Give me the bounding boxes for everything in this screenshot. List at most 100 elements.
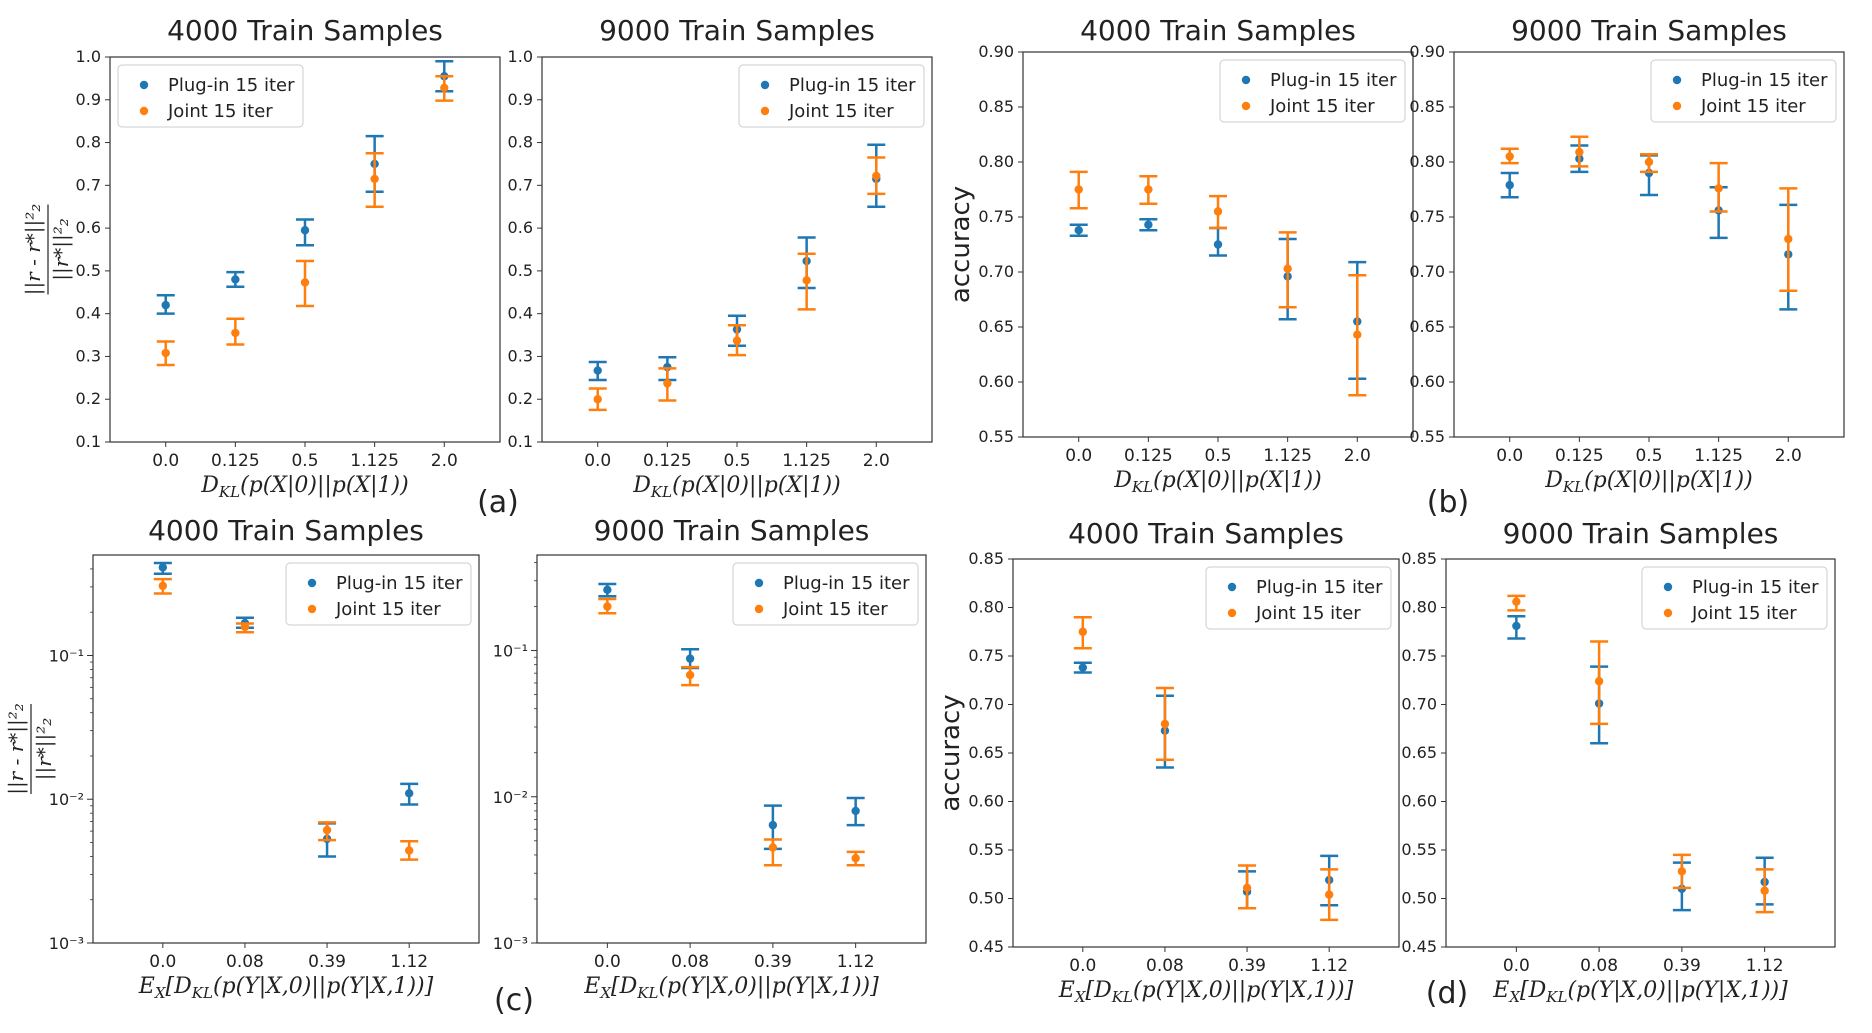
legend-label: Plug-in 15 iter [783, 573, 910, 594]
x-tick-label: 0.08 [226, 952, 264, 972]
data-point [1677, 867, 1687, 876]
panel-letter-b: (b) [1427, 485, 1469, 520]
series-joint [598, 597, 865, 867]
series-plugin [598, 582, 865, 851]
legend: Plug-in 15 iter Joint 15 iter [1650, 59, 1837, 123]
series-joint [156, 75, 454, 367]
chart-title: 9000 Train Samples [594, 514, 870, 547]
chart-c1: 4000 Train Samples 10⁻¹ 10⁻² 10⁻³ 0.0 0.08 0.3… [4, 514, 480, 1002]
x-tick-label: 2.0 [1344, 446, 1371, 466]
y-tick-label: 0.75 [1409, 207, 1445, 226]
legend: Plug-in 15 iter Joint 15 iter [117, 64, 304, 128]
legend-marker [1227, 608, 1237, 618]
y-tick-label: 10⁻¹ [493, 642, 528, 661]
y-tick-label: 0.60 [1401, 792, 1437, 811]
y-tick-label: 0.75 [1401, 646, 1437, 665]
legend-box [738, 64, 925, 128]
legend-label: Joint 15 iter [782, 599, 888, 620]
data-point [1644, 157, 1654, 167]
legend: Plug-in 15 iter Joint 15 iter [1641, 566, 1828, 630]
y-tick-label: 0.50 [968, 889, 1004, 908]
x-tick-label: 1.125 [1263, 446, 1312, 466]
legend-marker [1227, 582, 1237, 592]
y-tick-label: 0.65 [1401, 743, 1437, 762]
legend-label: Joint 15 iter [1255, 603, 1361, 624]
y-axis-label-numerator: ||r - r*||²₂ [21, 204, 46, 296]
y-tick-label: 0.1 [508, 432, 533, 451]
y-tick-label: 0.5 [76, 261, 101, 280]
y-tick-label: 0.80 [968, 598, 1004, 617]
x-tick-label: 0.125 [1124, 446, 1173, 466]
y-tick-label: 0.4 [508, 304, 533, 323]
y-tick-label: 0.90 [978, 42, 1014, 61]
data-point [1213, 240, 1223, 249]
x-tick-label: 0.0 [152, 451, 179, 471]
y-axis-label-denominator: ||r*||²₂ [49, 218, 74, 281]
series-plugin [1073, 661, 1339, 910]
y-tick-label: 0.7 [508, 175, 533, 194]
y-tick-label: 0.85 [1409, 97, 1445, 116]
x-axis-label: DKL(p(X|0)||p(X|1)) [1544, 468, 1752, 496]
legend: Plug-in 15 iter Joint 15 iter [732, 562, 919, 626]
legend: Plug-in 15 iter Joint 15 iter [1219, 59, 1406, 123]
data-point [1242, 883, 1252, 893]
x-axis-label: EX[DKL(p(Y|X,0)||p(Y|X,1))] [1058, 978, 1354, 1006]
data-point [1575, 147, 1584, 157]
data-point [1784, 234, 1793, 244]
x-tick-label: 0.0 [594, 952, 621, 972]
data-point [1760, 886, 1769, 895]
legend-marker [1241, 75, 1251, 85]
y-tick-label: 0.9 [76, 90, 101, 109]
data-point [404, 846, 414, 855]
legend-label: Plug-in 15 iter [1692, 577, 1819, 598]
x-tick-label: 0.5 [1204, 446, 1231, 466]
chart-title: 4000 Train Samples [148, 514, 424, 547]
chart-title: 9000 Train Samples [1503, 517, 1779, 550]
plot-frame [536, 554, 927, 944]
y-tick-label: 0.3 [76, 346, 101, 365]
x-tick-label: 0.39 [754, 952, 792, 972]
panel-letter-d: (d) [1426, 976, 1468, 1011]
y-tick-label: 1.0 [76, 47, 101, 66]
legend-box [1205, 566, 1392, 630]
data-point [685, 670, 695, 680]
data-point [802, 276, 811, 285]
series-plugin [1069, 217, 1367, 380]
legend-label: Joint 15 iter [788, 101, 894, 122]
x-tick-label: 0.125 [643, 451, 692, 471]
y-tick-label: 10⁻¹ [49, 646, 84, 665]
chart-b2: 9000 Train Samples 0.55 0.60 0.65 0.70 0.75 0.… [1409, 14, 1845, 496]
legend-marker [754, 604, 764, 614]
x-tick-label: 1.12 [1310, 956, 1348, 976]
y-tick-label: 10⁻³ [493, 934, 528, 953]
legend-label: Plug-in 15 iter [1701, 70, 1828, 91]
x-tick-label: 1.125 [350, 451, 399, 471]
legend-label: Plug-in 15 iter [168, 75, 295, 96]
x-tick-label: 0.5 [723, 451, 750, 471]
x-tick-label: 0.08 [1580, 956, 1618, 976]
x-axis-label: EX[DKL(p(Y|X,0)||p(Y|X,1))] [1492, 978, 1788, 1006]
x-tick-label: 1.12 [1746, 956, 1784, 976]
series-joint [1069, 170, 1367, 397]
y-tick-label: 0.3 [508, 346, 533, 365]
legend-label: Plug-in 15 iter [1256, 577, 1383, 598]
x-tick-label: 2.0 [863, 451, 890, 471]
data-point [1078, 627, 1088, 636]
y-tick-label: 0.80 [978, 152, 1014, 171]
data-point [231, 275, 240, 284]
data-point [440, 83, 449, 93]
chart-title: 4000 Train Samples [1080, 14, 1356, 47]
x-axis-label: DKL(p(X|0)||p(X|1)) [200, 473, 408, 501]
legend-marker [1241, 101, 1251, 111]
y-axis-label-denominator: ||r*||²₂ [32, 718, 57, 781]
data-point [158, 581, 168, 591]
data-point [732, 336, 742, 345]
data-point [161, 300, 170, 310]
data-point [603, 585, 612, 595]
chart-title: 9000 Train Samples [1511, 14, 1787, 47]
data-point [1505, 180, 1514, 190]
chart-d1: 4000 Train Samples 0.45 0.50 0.55 0.60 0.65 0.… [936, 517, 1400, 1006]
y-tick-label: 0.1 [76, 432, 101, 451]
x-tick-label: 0.0 [1065, 446, 1092, 466]
